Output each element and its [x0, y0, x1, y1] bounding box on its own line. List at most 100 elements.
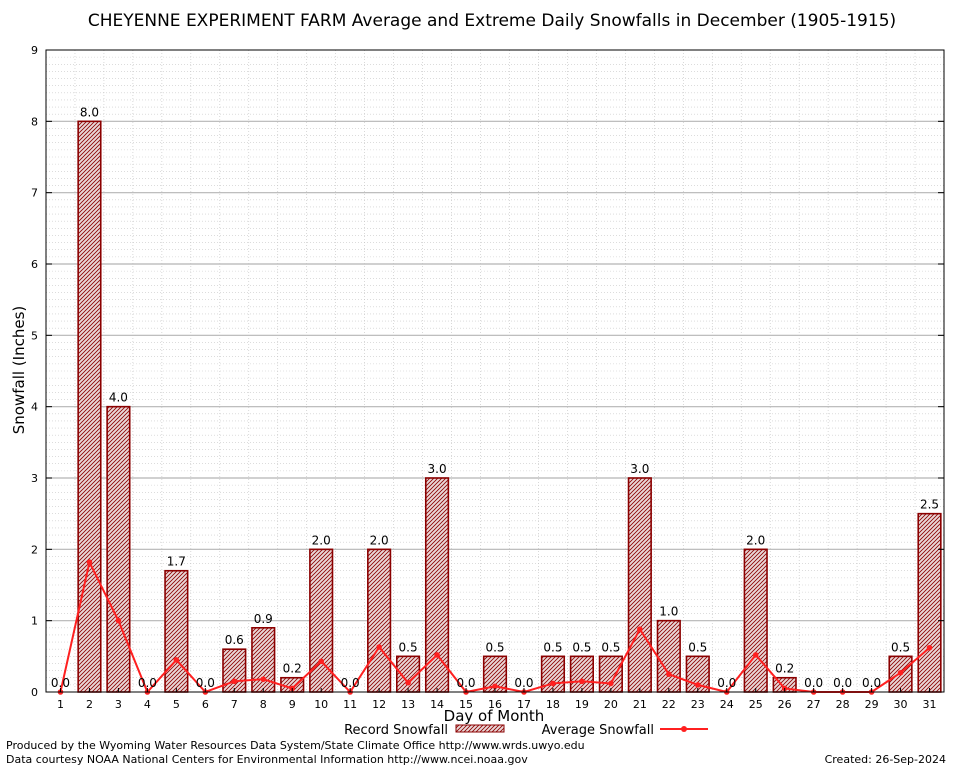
bar-value-label: 0.5 [601, 640, 620, 654]
average-point [318, 658, 324, 665]
record-bar [222, 648, 247, 693]
x-tick-label: 24 [720, 698, 734, 711]
average-point [666, 671, 672, 677]
average-point [405, 679, 411, 686]
bar-value-label: 0.0 [862, 676, 881, 690]
average-point [173, 657, 180, 663]
bar-value-label: 0.5 [891, 640, 910, 654]
x-tick-label: 22 [662, 698, 676, 711]
x-tick-label: 12 [372, 698, 386, 711]
created-date: Created: 26-Sep-2024 [824, 753, 946, 766]
record-bar [164, 569, 189, 693]
y-tick-label: 3 [31, 472, 38, 485]
legend-average-label: Average Snowfall [542, 723, 654, 738]
x-tick-label: 30 [894, 698, 908, 711]
x-tick-label: 26 [778, 698, 792, 711]
x-tick-label: 28 [836, 698, 850, 711]
y-tick-label: 2 [31, 543, 38, 556]
record-bar [627, 477, 652, 693]
legend-record-swatch [455, 724, 505, 733]
bar-value-label: 2.0 [370, 533, 389, 547]
grid [46, 50, 944, 692]
data-courtesy-note: Data courtesy NOAA National Centers for … [6, 753, 528, 766]
x-tick-label: 9 [289, 698, 296, 711]
bar-value-label: 1.7 [167, 555, 186, 569]
bar-value-label: 0.0 [717, 676, 736, 690]
x-tick-label: 4 [144, 698, 151, 711]
average-point [637, 626, 643, 633]
x-axis-title: Day of Month [444, 707, 545, 725]
bar-value-label: 1.0 [659, 605, 678, 619]
produced-by-note: Produced by the Wyoming Water Resources … [6, 739, 585, 752]
bar-value-label: 0.5 [399, 640, 418, 654]
bar-value-label: 0.9 [254, 612, 273, 626]
x-tick-label: 20 [604, 698, 618, 711]
bar-value-label: 0.2 [283, 662, 302, 676]
bar-value-label: 0.5 [485, 640, 504, 654]
legend-record-label: Record Snowfall [344, 723, 448, 738]
average-point [694, 682, 701, 688]
average-point [231, 678, 238, 685]
y-tick-label: 1 [31, 615, 38, 628]
average-point [434, 652, 440, 658]
average-point [752, 652, 759, 658]
x-tick-label: 23 [691, 698, 705, 711]
bar-value-label: 0.2 [775, 662, 794, 676]
bar-value-label: 0.0 [341, 676, 360, 690]
bar-value-label: 2.5 [920, 498, 939, 512]
record-bar [367, 548, 392, 693]
x-tick-label: 11 [343, 698, 357, 711]
x-tick-label: 18 [546, 698, 560, 711]
bar-value-label: 4.0 [109, 391, 128, 405]
x-tick-label: 13 [401, 698, 415, 711]
record-bar [917, 512, 942, 693]
record-bar [598, 655, 623, 693]
x-tick-label: 5 [173, 698, 180, 711]
bar-value-label: 0.0 [514, 676, 533, 690]
bar-value-label: 3.0 [428, 462, 447, 476]
bar-value-label: 0.5 [543, 640, 562, 654]
y-tick-label: 0 [31, 686, 38, 699]
bar-value-labels: 0.0 8.0 4.0 0.0 1.7 0.0 0.6 0.9 0.2 2.0 0.0 2.0 0.5 3… [51, 105, 939, 690]
average-point [260, 676, 267, 682]
plot-frame [45, 49, 945, 693]
bar-value-label: 3.0 [630, 462, 649, 476]
x-tick-label: 16 [488, 698, 502, 711]
y-axis-title: Snowfall (Inches) [10, 306, 28, 434]
record-bar [424, 477, 450, 693]
record-bar [656, 619, 681, 693]
record-bar [77, 120, 102, 693]
average-point [608, 680, 614, 687]
bar-value-label: 0.0 [456, 676, 475, 690]
x-tick-label: 6 [202, 698, 209, 711]
x-tick-label: 3 [115, 698, 122, 711]
y-tick-label: 7 [31, 187, 38, 200]
average-point [86, 559, 93, 565]
x-tick-label: 27 [807, 698, 821, 711]
bar-value-label: 0.0 [833, 676, 852, 690]
bar-value-label: 0.5 [572, 640, 591, 654]
x-tick-label: 15 [459, 698, 473, 711]
average-point [115, 617, 122, 624]
record-bar [569, 655, 595, 693]
x-tick-label: 10 [314, 698, 328, 711]
x-tick-label: 25 [749, 698, 763, 711]
bar-value-label: 2.0 [312, 533, 331, 547]
x-tick-label: 14 [430, 698, 444, 711]
bar-value-label: 0.0 [804, 676, 823, 690]
bar-value-label: 8.0 [80, 105, 99, 119]
y-tick-label: 6 [31, 258, 38, 271]
average-point [926, 644, 933, 651]
x-tick-label: 17 [517, 698, 531, 711]
y-tick-label: 8 [31, 115, 38, 128]
bar-value-label: 2.0 [746, 533, 765, 547]
bar-value-label: 0.0 [138, 676, 157, 690]
average-point [897, 669, 904, 676]
x-tick-label: 19 [575, 698, 589, 711]
y-tick-label: 9 [31, 44, 38, 57]
x-tick-label: 7 [231, 698, 238, 711]
y-tick-label: 5 [31, 329, 38, 342]
average-point [579, 678, 585, 685]
